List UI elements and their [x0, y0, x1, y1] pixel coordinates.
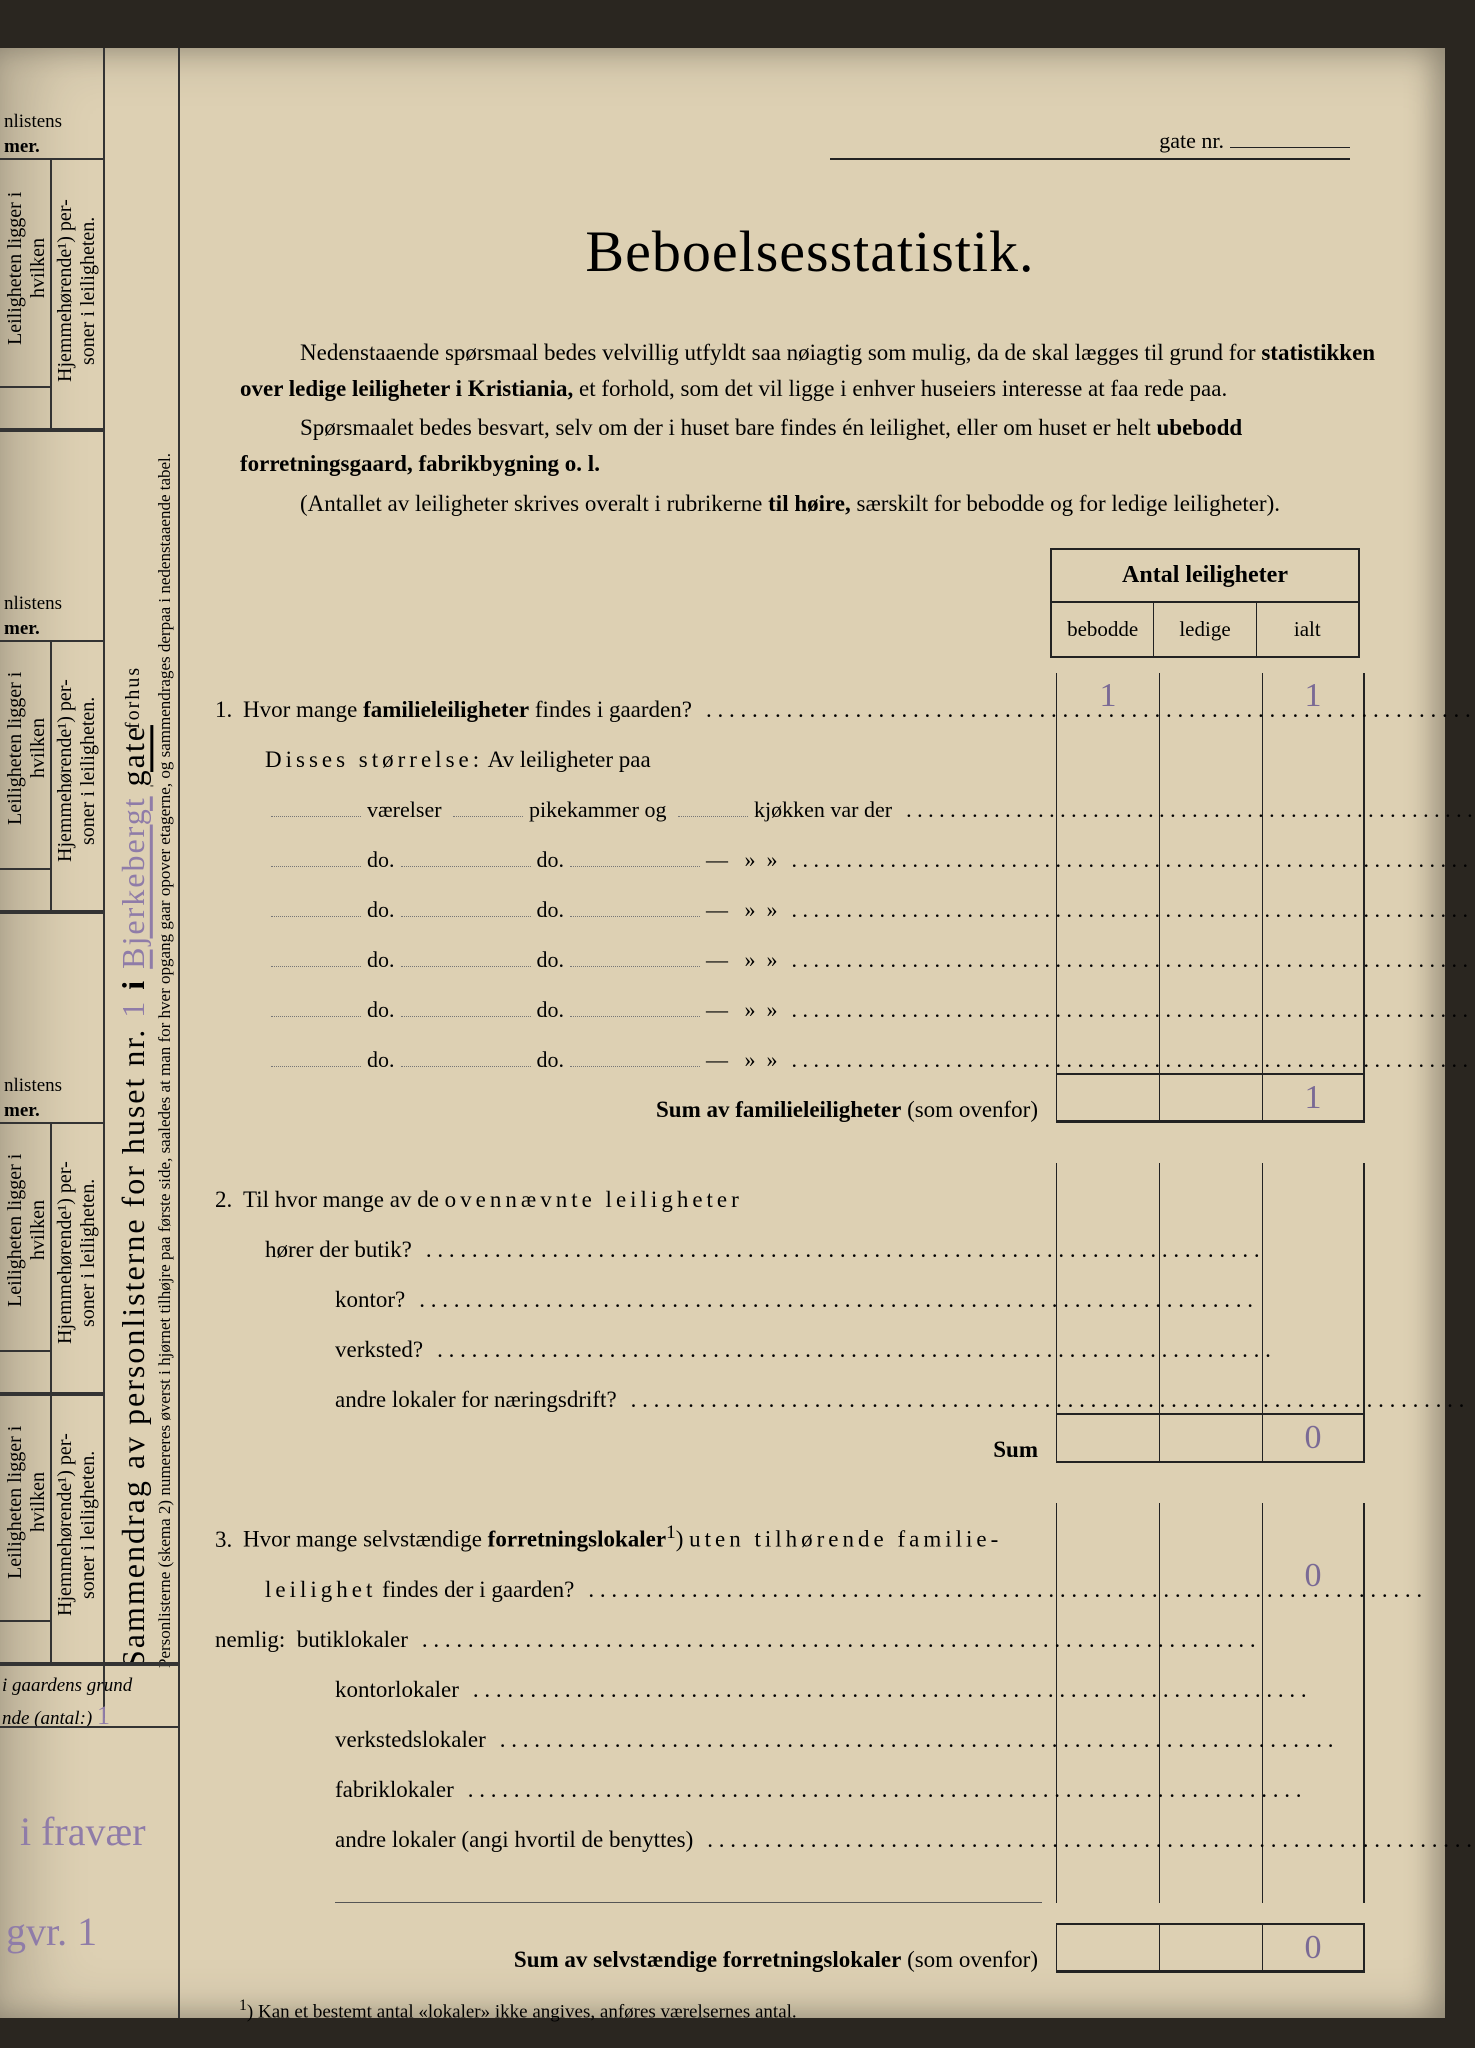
q3-row2: leilighet findes der i gaarden? 0 [215, 1553, 1365, 1603]
frag-hj-4: Hjemmehørende¹) per- soner i leiligheten… [52, 1402, 100, 1647]
gate-nr-field: gate nr. [830, 128, 1350, 160]
q1-sum: Sum av familieleiligheter (som ovenfor) … [215, 1073, 1365, 1123]
frag-leil-4: Leiligheten ligger i hvilken [2, 1402, 50, 1602]
frag-hj-1: Hjemmehørende¹) per- soner i leiligheten… [52, 168, 100, 413]
q2-sum-ialt[interactable]: 0 [1262, 1413, 1365, 1463]
vt-forhus: forhus [122, 666, 144, 729]
q1-row: 1.Hvor mange familieleiligheter findes i… [215, 673, 1365, 723]
intro-p2: Spørsmaalet bedes besvart, selv om der i… [240, 410, 1390, 481]
handwriting-2: gvr. 1 [6, 1908, 97, 1955]
main-content: gate nr. Beboelsesstatistik. Nedenstaaen… [220, 128, 1400, 525]
col-ledige: ledige [1154, 603, 1256, 656]
q3-sum: Sum av selvstændige forretningslokaler (… [215, 1923, 1365, 1973]
intro-text: Nedenstaaende spørsmaal bedes velvillig … [240, 335, 1390, 521]
q1-do2: do.do.— » » [215, 873, 1365, 923]
q2-row: 2.Til hvor mange av de ovennævnte leilig… [215, 1163, 1365, 1213]
col-bebodde: bebodde [1052, 603, 1154, 656]
vt-gate: gate [115, 725, 151, 786]
frag-gaard: i gaardens grundnde (antal:) 1 [2, 1674, 132, 1732]
vt-i: i [115, 969, 151, 990]
intro-p1: Nedenstaaende spørsmaal bedes velvillig … [240, 335, 1390, 406]
frag-leil-3: Leiligheten ligger i hvilken [2, 1130, 50, 1330]
q1-sum-ialt[interactable]: 1 [1262, 1073, 1365, 1123]
q1-do3: do.do.— » » [215, 923, 1365, 973]
left-margin: Sammendrag av personlisterne for huset n… [0, 48, 180, 2018]
frag-hj-2: Hjemmehørende¹) per- soner i leiligheten… [52, 648, 100, 893]
q3-r1: nemlig: butiklokaler [215, 1603, 1365, 1653]
cols-title: Antal leiligheter [1052, 550, 1358, 603]
q3-r2: kontorlokaler [215, 1653, 1365, 1703]
page-title: Beboelsesstatistik. [220, 218, 1400, 285]
frag-hj-3: Hjemmehørende¹) per- soner i leiligheten… [52, 1130, 100, 1375]
document-page: Sammendrag av personlisterne for huset n… [0, 48, 1445, 2018]
vt-text-1: Sammendrag av personlisterne for huset n… [115, 1028, 151, 1668]
q1-do1: do.do.— » » [215, 823, 1365, 873]
q3-row: 3.Hvor mange selvstændige forretningslok… [215, 1503, 1365, 1553]
q2-r4: andre lokaler for næringsdrift? [215, 1363, 1365, 1413]
frag-leil-2: Leiligheten ligger i hvilken [2, 648, 50, 848]
column-headers: Antal leiligheter bebodde ledige ialt [1050, 548, 1360, 658]
frag-nlistens-2: nlistensmer. [4, 592, 62, 641]
gate-label: gate nr. [1159, 128, 1224, 153]
vertical-summary-title: Sammendrag av personlisterne for huset n… [115, 168, 152, 1668]
q2-r3: verksted? [215, 1313, 1365, 1363]
q1-do5: do.do.— » » [215, 1023, 1365, 1073]
q1-size-label: Disses størrelse: Av leiligheter paa [215, 723, 1365, 773]
frag-nlistens-1: nlistensmer. [4, 110, 62, 159]
q1-do4: do.do.— » » [215, 973, 1365, 1023]
col-ialt: ialt [1257, 603, 1358, 656]
q1-hdr: værelser pikekammer og kjøkken var der [215, 773, 1365, 823]
frag-nlistens-3: nlistensmer. [4, 1074, 62, 1123]
vertical-instruction: Personlisterne (skema 2) numereres øvers… [155, 168, 175, 1668]
q2-sum: Sum 0 [215, 1413, 1365, 1463]
intro-p3: (Antallet av leiligheter skrives overalt… [240, 486, 1390, 522]
q3-sum-ialt[interactable]: 0 [1262, 1923, 1365, 1973]
q2-r1: hører der butik? [215, 1213, 1365, 1263]
q3-r4: fabriklokaler [215, 1753, 1365, 1803]
vt-hand-street: Bjerkebergt [115, 796, 151, 968]
handwriting-1: i fravær [20, 1808, 146, 1855]
table-body: 1.Hvor mange familieleiligheter findes i… [215, 673, 1365, 2023]
frag-leil-1: Leiligheten ligger i hvilken [2, 168, 50, 368]
q2-r2: kontor? [215, 1263, 1365, 1313]
q3-blank [215, 1853, 1365, 1903]
q3-r5: andre lokaler (angi hvortil de benyttes) [215, 1803, 1365, 1853]
footnote: 1) Kan et bestemt antal «lokaler» ikke a… [215, 1997, 1365, 2023]
vt-hand-nr: 1 [115, 990, 151, 1018]
q3-r3: verkstedslokaler [215, 1703, 1365, 1753]
